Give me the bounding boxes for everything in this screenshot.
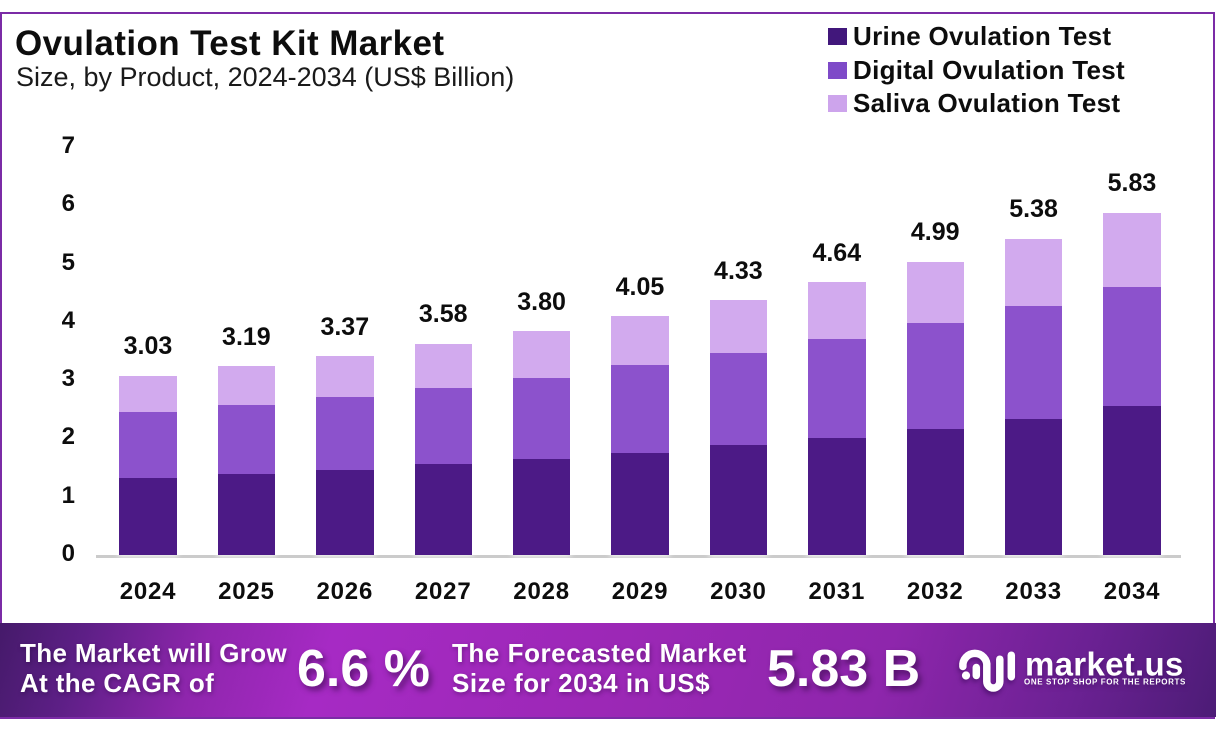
svg-text:market.us: market.us [1025, 646, 1184, 683]
svg-text:ONE STOP SHOP FOR THE REPORTS: ONE STOP SHOP FOR THE REPORTS [1024, 677, 1186, 686]
